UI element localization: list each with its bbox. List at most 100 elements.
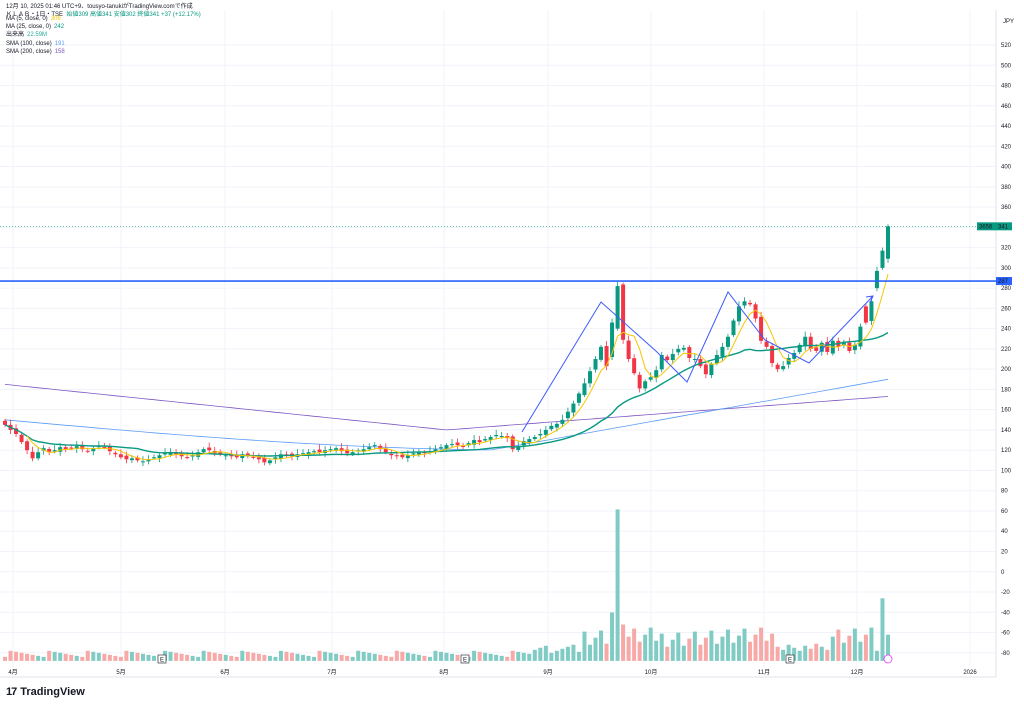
volume-bar [692,631,697,661]
volume-bar [234,656,239,661]
volume-bar [858,641,863,661]
volume-bar [405,652,410,661]
x-tick-label: 12月 [851,669,864,676]
volume-bar [196,656,201,661]
candle-body [571,403,576,413]
candle-body [367,447,372,450]
candle-body [58,447,63,452]
candle-body [521,441,526,446]
candle-body [207,447,212,451]
volume-bar [69,654,74,661]
volume-bar [8,650,13,661]
candle-body [389,453,394,456]
y-tick-label: 420 [1001,144,1012,150]
volume-bar [720,636,725,661]
tradingview-brand[interactable]: 17 TradingView [6,686,85,698]
y-tick-label: 260 [1001,306,1012,312]
volume-bar [759,627,764,661]
candle-body [560,419,565,424]
chart-header: 12月 10, 2025 01:46 UTC+9、tousyo-tanukiがT… [6,3,201,19]
y-tick-label: -20 [1001,590,1010,596]
volume-bar [107,654,112,661]
candle-body [262,457,267,463]
y-tick-label: -80 [1001,651,1010,657]
volume-bar [212,652,217,661]
volume-bar [538,647,543,661]
earnings-marker [785,654,795,664]
legend-sma100[interactable]: SMA (100, close) 191 [6,40,65,47]
candle-body [30,451,35,459]
candle-body [411,453,416,455]
y-tick-label: 160 [1001,408,1012,414]
candle-body [91,448,96,452]
volume-bar [654,640,659,661]
candle-body [775,364,780,370]
volume-bar [604,643,609,661]
volume-bar [665,646,670,661]
wave-pattern-lines [521,291,874,433]
volume-bar [610,612,615,661]
candle-body [863,306,868,323]
volume-bar [152,655,157,661]
candle-body [383,448,388,453]
candle-body [736,306,741,322]
candle-body [444,445,449,449]
volume-bar [124,650,129,661]
volume-bar [621,624,626,661]
candle-body [312,451,317,453]
legend-ma25[interactable]: MA (25, close, 0) 242 [6,24,65,31]
volume-bar [135,652,140,661]
volume-bar [516,651,521,661]
ohlc-readout: 始値309 高値341 安値302 終値341 +37 (+12.17%) [66,12,201,18]
candle-body [135,457,140,461]
snapshot-caption: 12月 10, 2025 01:46 UTC+9、tousyo-tanukiがT… [6,4,193,10]
volume-bar [643,634,648,661]
candle-body [543,429,548,435]
earnings-marker [460,654,470,664]
volume-bar [367,652,372,661]
volume-bar [444,652,449,661]
candle-body [753,304,758,319]
volume-bar [207,651,212,661]
y-tick-label: 320 [1001,246,1012,252]
candle-body [538,433,543,436]
sma200-line [4,384,889,431]
legend-volume[interactable]: 出来高 22.59M [6,32,48,39]
volume-bar [753,634,758,661]
legend-sma200[interactable]: SMA (200, close) 158 [6,48,65,55]
volume-bar [273,656,278,661]
ma25-path [4,331,889,457]
volume-bar [394,650,399,661]
y-tick-label: 60 [1001,509,1008,515]
x-tick-label: 2026 [963,670,977,676]
volume-bar [808,648,813,661]
candle-body [764,341,769,347]
volume-bar [245,651,250,661]
volume-bar [400,651,405,661]
volume-bar [814,643,819,661]
volume-bar [438,651,443,661]
volume-bar [168,651,173,661]
y-tick-label: 460 [1001,104,1012,110]
volume-bar [30,654,35,661]
legend-ma5[interactable]: MA (5, close, 0) 306 [6,16,61,22]
candle-body [405,455,410,459]
candle-body [394,455,399,457]
candle-body [416,452,421,455]
volume-bar [637,641,642,661]
y-tick-label: 40 [1001,529,1008,535]
candle-body [858,326,863,347]
candle-body [47,448,52,453]
candle-body [869,301,874,321]
x-tick-label: 11月 [758,669,770,676]
candle-body [725,336,730,347]
candle-body [240,454,245,459]
candle-body [234,454,239,458]
candle-body [455,442,460,446]
volume-bar [278,650,283,661]
last-volume-label: 3656 [979,224,993,230]
earnings-marker-label: E [788,658,792,664]
candle-body [786,358,791,365]
